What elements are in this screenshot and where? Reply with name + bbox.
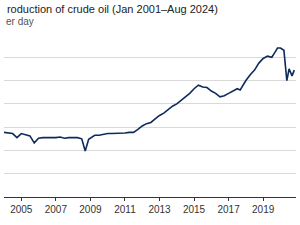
svg-text:er day: er day <box>6 16 34 27</box>
svg-text:2011: 2011 <box>114 204 136 215</box>
svg-text:2005: 2005 <box>10 204 33 215</box>
svg-text:2017: 2017 <box>217 204 240 215</box>
svg-text:2015: 2015 <box>183 204 206 215</box>
svg-text:roduction of crude oil (Jan 20: roduction of crude oil (Jan 2001–Aug 202… <box>7 3 218 15</box>
svg-text:2013: 2013 <box>148 204 171 215</box>
svg-text:2009: 2009 <box>79 204 102 215</box>
svg-text:2019: 2019 <box>252 204 275 215</box>
svg-text:2007: 2007 <box>45 204 68 215</box>
